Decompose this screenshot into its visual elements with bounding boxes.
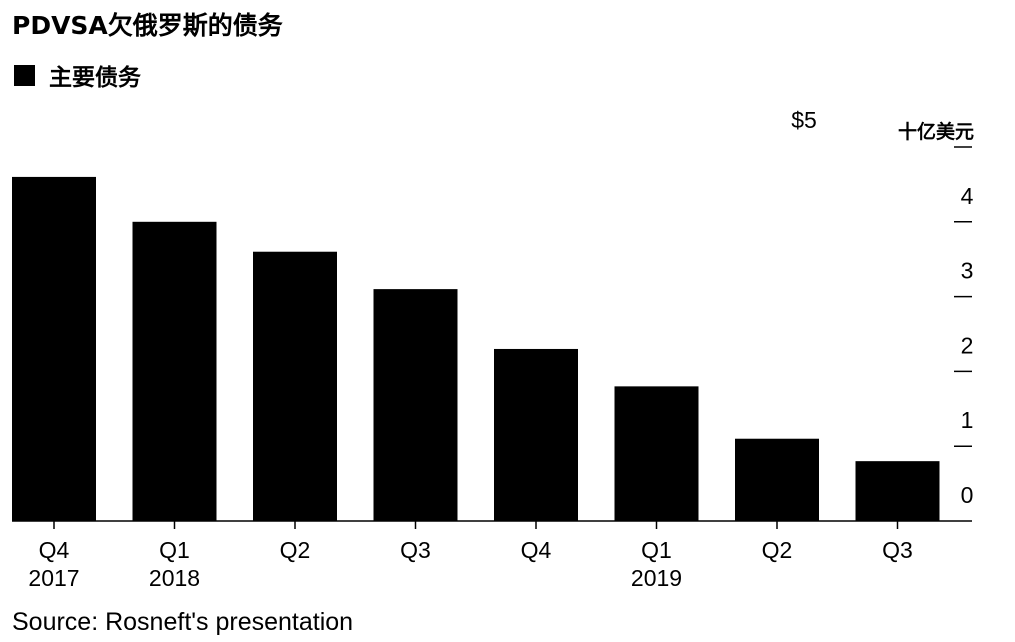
- x-tick-year-label: 2019: [631, 565, 682, 591]
- x-tick-label: Q4: [39, 537, 70, 563]
- bar: [12, 176, 96, 522]
- bar: [855, 461, 940, 521]
- x-tick-year-label: 2017: [28, 565, 79, 591]
- y-tick-label: 3: [961, 258, 974, 284]
- x-tick-label: Q2: [280, 537, 311, 563]
- bar: [614, 386, 699, 521]
- y-axis-unit-label: 十亿美元: [898, 121, 975, 143]
- y-tick-label: 1: [961, 407, 974, 433]
- legend-label: 主要债务: [49, 65, 141, 91]
- x-tick-label: Q1: [159, 537, 190, 563]
- x-tick-label: Q4: [521, 537, 552, 563]
- x-tick-year-label: 2018: [149, 565, 200, 591]
- x-tick-label: Q2: [762, 537, 793, 563]
- x-tick-label: Q3: [882, 537, 913, 563]
- y-tick-label: $5: [791, 107, 817, 133]
- source-note: Source: Rosneft's presentation: [12, 608, 354, 636]
- y-tick-label: 0: [961, 482, 974, 508]
- y-tick-label: 4: [961, 183, 974, 209]
- y-tick-label: 2: [961, 332, 974, 358]
- legend-swatch: [14, 64, 35, 86]
- bar: [373, 289, 458, 521]
- legend: 主要债务: [14, 60, 141, 91]
- bar: [132, 221, 217, 522]
- x-tick-label: Q1: [641, 537, 672, 563]
- bar: [735, 438, 819, 521]
- chart-title: PDVSA欠俄罗斯的债务: [12, 11, 283, 40]
- x-tick-label: Q3: [400, 537, 431, 563]
- bar: [253, 251, 337, 521]
- bar: [494, 348, 578, 521]
